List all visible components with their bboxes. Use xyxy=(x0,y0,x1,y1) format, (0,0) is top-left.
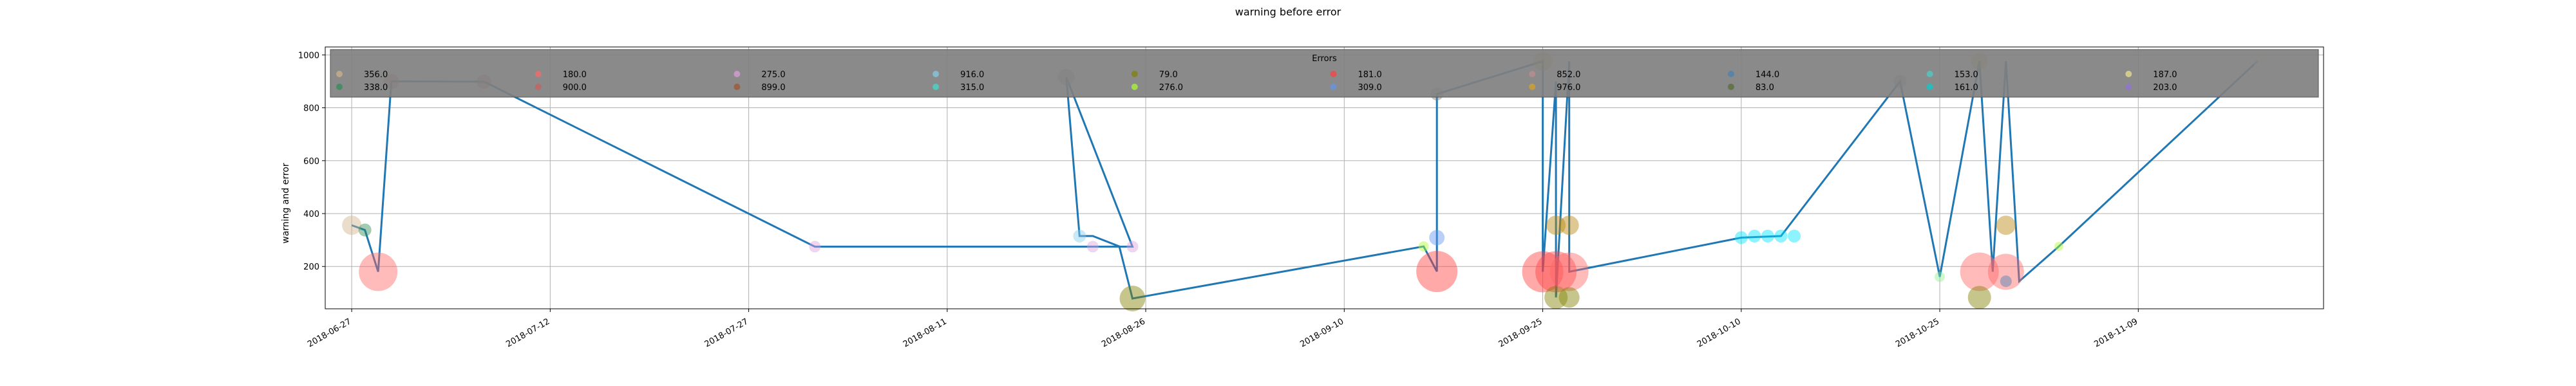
legend-label: 144.0 xyxy=(1756,70,1779,80)
y-tick-label: 400 xyxy=(303,210,319,219)
data-point xyxy=(1748,229,1761,243)
legend-label: 338.0 xyxy=(364,83,388,93)
data-point xyxy=(1935,271,1946,282)
data-point xyxy=(1549,252,1589,291)
legend-label: 852.0 xyxy=(1557,70,1580,80)
data-point xyxy=(1967,286,1991,309)
data-point xyxy=(1774,229,1788,243)
data-point xyxy=(1546,216,1566,235)
y-axis-label: warning and error xyxy=(281,163,291,243)
legend-label: 153.0 xyxy=(1955,70,1978,80)
x-tick-label: 2018-10-10 xyxy=(1696,317,1743,349)
data-point xyxy=(1073,229,1086,243)
legend-label: 976.0 xyxy=(1557,83,1580,93)
legend-label: 900.0 xyxy=(563,83,587,93)
data-point xyxy=(1119,285,1146,311)
legend-label: 276.0 xyxy=(1159,83,1183,93)
legend-label: 161.0 xyxy=(1955,83,1978,93)
data-point xyxy=(1761,229,1774,243)
legend-label: 180.0 xyxy=(563,70,587,80)
data-point xyxy=(1559,216,1579,235)
x-tick-label: 2018-10-25 xyxy=(1894,317,1941,349)
data-point xyxy=(1734,231,1748,244)
legend-label: 899.0 xyxy=(761,83,785,93)
legend-marker xyxy=(1926,71,1933,77)
legend-label: 309.0 xyxy=(1358,83,1382,93)
x-tick-label: 2018-08-11 xyxy=(902,317,949,349)
data-point xyxy=(358,223,372,237)
y-tick-label: 1000 xyxy=(298,51,319,60)
x-tick-label: 2018-08-26 xyxy=(1100,317,1147,349)
legend-marker xyxy=(1926,84,1933,90)
x-tick-label: 2018-07-12 xyxy=(504,317,551,349)
y-tick-label: 600 xyxy=(303,157,319,167)
legend-marker xyxy=(336,71,343,77)
data-point xyxy=(1086,241,1099,253)
plot-frame xyxy=(325,46,2324,309)
legend-marker xyxy=(1727,71,1734,77)
data-point xyxy=(1544,286,1568,309)
data-point xyxy=(1126,241,1139,253)
legend-marker xyxy=(2125,71,2132,77)
legend-marker xyxy=(734,71,741,77)
data-point xyxy=(1996,216,2016,235)
legend-label: 356.0 xyxy=(364,70,388,80)
legend-marker xyxy=(336,84,343,90)
data-point xyxy=(1522,251,1564,293)
legend-marker xyxy=(535,84,542,90)
x-tick-label: 2018-09-25 xyxy=(1497,317,1544,349)
legend-label: 275.0 xyxy=(761,70,785,80)
legend-label: 79.0 xyxy=(1159,70,1178,80)
y-tick-label: 800 xyxy=(303,104,319,114)
x-tick-label: 2018-09-10 xyxy=(1298,317,1345,349)
data-point xyxy=(809,241,821,253)
data-point xyxy=(1960,252,1999,291)
legend-marker xyxy=(1529,84,1536,90)
legend-marker xyxy=(933,84,940,90)
legend-label: 916.0 xyxy=(960,70,984,80)
legend-box xyxy=(330,49,2319,98)
legend-marker xyxy=(1727,84,1734,90)
legend-label: 203.0 xyxy=(2153,83,2177,93)
legend-label: 187.0 xyxy=(2153,70,2177,80)
legend-label: 83.0 xyxy=(1756,83,1774,93)
legend-marker xyxy=(1131,71,1138,77)
data-point xyxy=(1788,229,1801,243)
legend: Errors 356.0 338.0 180.0 900.0 275.0 899.0 916.… xyxy=(330,49,2319,98)
data-point xyxy=(1987,253,2024,290)
chart-title: warning before error xyxy=(1235,6,1341,18)
legend-label: 315.0 xyxy=(960,83,984,93)
legend-marker xyxy=(1330,84,1337,90)
data-point xyxy=(359,252,398,291)
data-point xyxy=(1429,230,1445,246)
data-point xyxy=(2000,275,2012,288)
legend-marker xyxy=(933,71,940,77)
x-tick-label: 2018-06-27 xyxy=(306,317,353,349)
legend-marker xyxy=(1529,71,1536,77)
legend-label: 181.0 xyxy=(1358,70,1382,80)
data-point xyxy=(342,216,362,235)
legend-marker xyxy=(1131,84,1138,90)
legend-marker xyxy=(734,84,741,90)
legend-marker xyxy=(1330,71,1337,77)
data-point xyxy=(2054,241,2064,251)
x-tick-label: 2018-07-27 xyxy=(703,317,750,349)
data-point xyxy=(1416,251,1458,293)
y-tick-label: 200 xyxy=(303,262,319,272)
legend-marker xyxy=(535,71,542,77)
x-tick-label: 2018-11-09 xyxy=(2092,317,2139,349)
data-point xyxy=(1535,251,1577,293)
data-point xyxy=(1418,241,1429,252)
legend-title: Errors xyxy=(1312,54,1337,64)
data-point xyxy=(1558,287,1580,308)
legend-marker xyxy=(2125,84,2132,90)
